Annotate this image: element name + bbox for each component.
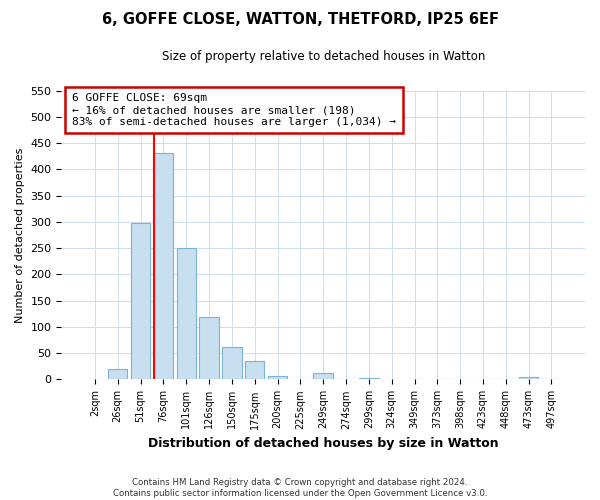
Bar bbox=[131, 224, 150, 380]
Bar bbox=[108, 369, 127, 380]
Text: 6 GOFFE CLOSE: 69sqm
← 16% of detached houses are smaller (198)
83% of semi-deta: 6 GOFFE CLOSE: 69sqm ← 16% of detached h… bbox=[72, 94, 396, 126]
Bar bbox=[268, 376, 287, 380]
Bar bbox=[154, 152, 173, 380]
Text: Contains HM Land Registry data © Crown copyright and database right 2024.
Contai: Contains HM Land Registry data © Crown c… bbox=[113, 478, 487, 498]
Title: Size of property relative to detached houses in Watton: Size of property relative to detached ho… bbox=[161, 50, 485, 63]
Text: 6, GOFFE CLOSE, WATTON, THETFORD, IP25 6EF: 6, GOFFE CLOSE, WATTON, THETFORD, IP25 6… bbox=[101, 12, 499, 28]
Bar bbox=[199, 317, 219, 380]
Bar bbox=[359, 378, 379, 380]
Bar bbox=[313, 373, 333, 380]
Bar bbox=[519, 377, 538, 380]
Bar bbox=[222, 347, 242, 380]
Bar bbox=[245, 361, 265, 380]
X-axis label: Distribution of detached houses by size in Watton: Distribution of detached houses by size … bbox=[148, 437, 499, 450]
Y-axis label: Number of detached properties: Number of detached properties bbox=[15, 148, 25, 322]
Bar bbox=[176, 248, 196, 380]
